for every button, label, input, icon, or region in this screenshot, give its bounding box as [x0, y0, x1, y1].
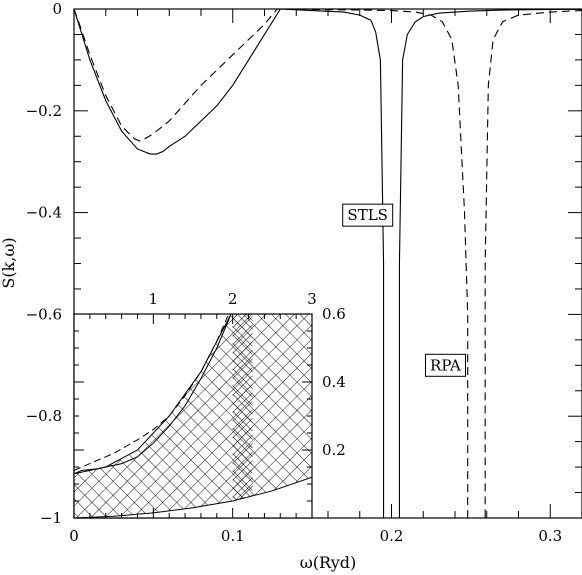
inset-tick-labels: 1 2 3 0.2 0.4 0.6: [149, 290, 346, 459]
x-tick-label: 0.3: [538, 527, 562, 545]
series-label-text: STLS: [347, 206, 388, 224]
y-tick-label: −1: [40, 509, 62, 527]
series-line-rpa: [74, 9, 582, 518]
x-tick-label: 0: [69, 527, 79, 545]
inset-y-tick-label: 0.6: [322, 305, 346, 323]
series-label-text: RPA: [430, 356, 461, 374]
y-tick-label: 0: [52, 0, 62, 18]
y-tick-label: −0.4: [26, 204, 62, 222]
inset-x-tick-label: 1: [149, 290, 159, 308]
series-label-box: [424, 353, 466, 377]
inset-y-tick-label: 0.2: [322, 441, 346, 459]
x-axis-label: ω(Ryd): [300, 553, 357, 572]
main-lines: [74, 9, 582, 518]
y-tick-label: −0.2: [26, 102, 62, 120]
inset-series-line-1: [74, 314, 232, 475]
inset-ticks: [73, 313, 313, 519]
series-label-rpa: RPA: [424, 353, 466, 377]
y-axis-label: S(k,ω): [0, 237, 18, 288]
inset-x-tick-label: 2: [228, 290, 238, 308]
inset-y-tick-label: 0.4: [322, 373, 346, 391]
series-line-stls: [74, 9, 582, 518]
series-label-box: [342, 203, 394, 227]
y-tick-label: −0.6: [26, 305, 62, 323]
inset-series-line-2: [74, 314, 230, 471]
series-label-stls: STLS: [342, 203, 394, 227]
inset-lines: [74, 314, 232, 475]
y-tick-label: −0.8: [26, 407, 62, 425]
hatch-fill-dense: [232, 314, 253, 502]
annotations: STLS RPA: [342, 203, 466, 377]
hatch-outline: [74, 314, 312, 518]
x-tick-label: 0.1: [221, 527, 245, 545]
x-tick-label: 0.2: [380, 527, 404, 545]
inset-hatched-region: [74, 314, 312, 518]
inset-x-tick-label: 3: [307, 290, 317, 308]
main-tick-labels: 0 0.1 0.2 0.3 −1 −0.8 −0.6 −0.4 −0.2 0: [26, 0, 563, 545]
